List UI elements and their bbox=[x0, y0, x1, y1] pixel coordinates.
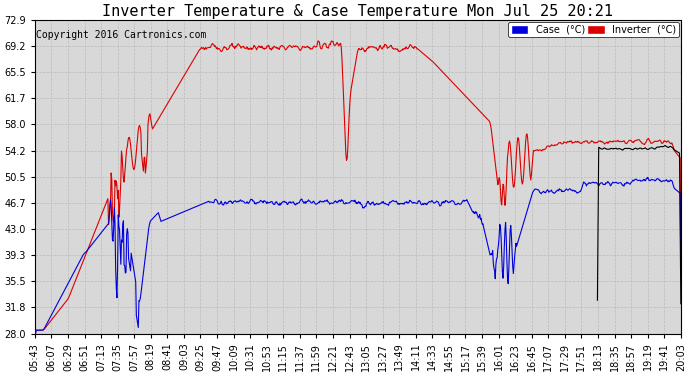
Title: Inverter Temperature & Case Temperature Mon Jul 25 20:21: Inverter Temperature & Case Temperature … bbox=[102, 4, 613, 19]
Text: Copyright 2016 Cartronics.com: Copyright 2016 Cartronics.com bbox=[36, 30, 206, 40]
Legend: Case  (°C), Inverter  (°C): Case (°C), Inverter (°C) bbox=[508, 22, 679, 37]
